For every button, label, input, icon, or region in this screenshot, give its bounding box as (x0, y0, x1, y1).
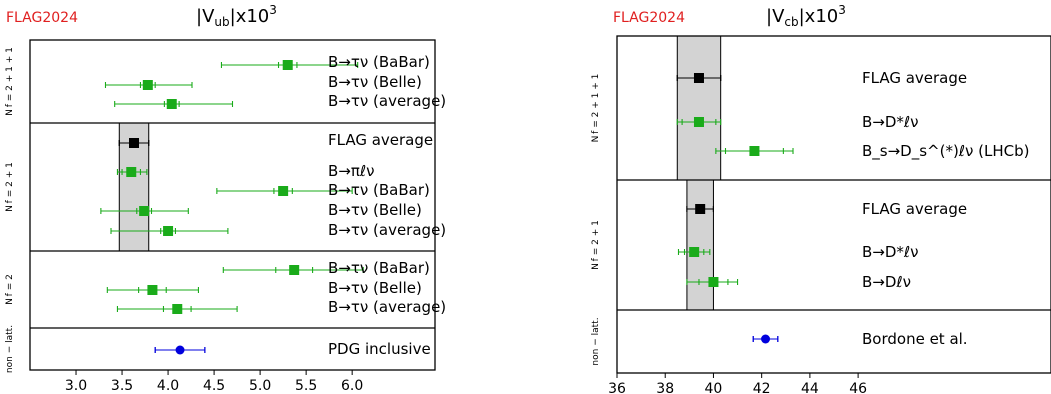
vcb-point-label: B→D*ℓν (862, 113, 918, 131)
vub-point-label: B→πℓν (328, 162, 374, 180)
vub-x-tick-label: 3.5 (111, 378, 133, 394)
vcb-x-tick-label: 46 (849, 381, 867, 394)
vcb-point-label: Bordone et al. (862, 330, 968, 348)
vub-marker (139, 206, 150, 216)
vcb-point-label: B_s→D_s^(*)ℓν (LHCb) (862, 142, 1030, 161)
vub-data-point (116, 304, 238, 314)
vub-data-point (222, 265, 364, 275)
vub-data-point (118, 138, 150, 148)
vub-data-point (216, 186, 353, 196)
vub-section-label: N f = 2 (5, 274, 15, 305)
vub-point-label: B→τν (average) (328, 221, 446, 239)
vub-marker (289, 265, 300, 275)
vub-marker (278, 186, 289, 196)
vub-data-point (110, 226, 229, 236)
vub-marker (172, 304, 183, 314)
vub-section-label: N f = 2 + 1 (5, 162, 15, 212)
vub-data-point (104, 80, 193, 90)
vub-plot-frame (29, 39, 436, 371)
vub-x-tick-label: 4.5 (203, 378, 225, 394)
vcb-section-label: non − latt. (591, 317, 601, 365)
vub-point-label: B→τν (Belle) (328, 201, 422, 219)
vub-point-label: B→τν (BaBar) (328, 181, 430, 199)
vcb-data-point (686, 204, 714, 214)
vub-marker (163, 226, 174, 236)
vcb-point-label: FLAG average (862, 69, 967, 87)
vub-plot: N f = 2 + 1 + 1 N f = 2 + 1 N f = 2 non − l… (5, 39, 446, 394)
vub-x-tick-label: 5.0 (249, 378, 271, 394)
vub-marker (282, 60, 293, 70)
vub-title: |Vub|x103 (196, 3, 277, 29)
vcb-data-point (676, 73, 722, 83)
vcb-marker (708, 277, 719, 287)
vub-data-point (116, 167, 148, 177)
vub-data-point (114, 99, 234, 109)
vcb-data-point (686, 277, 739, 287)
vcb-point-label: B→Dℓν (862, 273, 911, 291)
vub-marker (147, 285, 158, 295)
vub-section-label: N f = 2 + 1 + 1 (5, 47, 15, 116)
vub-x-tick-label: 6.0 (341, 378, 363, 394)
vub-marker (129, 138, 140, 148)
vcb-x-tick-label: 40 (705, 381, 723, 394)
vcb-marker (695, 204, 706, 214)
vcb-x-tick-label: 36 (608, 381, 626, 394)
vcb-marker (749, 146, 760, 156)
vub-point-label: B→τν (BaBar) (328, 53, 430, 71)
vcb-average-band (676, 35, 722, 181)
vcb-plot-frame (616, 35, 1051, 374)
vcb-average-band (686, 179, 714, 311)
vub-x-tick-label: 4.0 (157, 378, 179, 394)
vcb-marker (693, 117, 704, 127)
vub-point-label: FLAG average (328, 131, 433, 149)
vcb-data-point (677, 247, 711, 257)
vcb-data-point (676, 117, 722, 127)
vcb-plot: N f = 2 + 1 + 1 N f = 2 + 1 non − latt. FLA… (591, 35, 1051, 394)
vcb-title: |Vcb|x103 (766, 3, 846, 29)
vcb-flag-brand: FLAG2024 (613, 10, 685, 26)
vcb-section-label: N f = 2 + 1 + 1 (591, 74, 601, 143)
vcb-marker (761, 334, 771, 344)
vub-section-label: non − latt. (5, 325, 15, 373)
vub-point-label: B→τν (BaBar) (328, 259, 430, 277)
vub-point-label: B→τν (Belle) (328, 73, 422, 91)
vub-point-label: B→τν (Belle) (328, 279, 422, 297)
vcb-data-point (715, 146, 794, 156)
vcb-point-label: FLAG average (862, 200, 967, 218)
vcb-x-tick-label: 44 (801, 381, 819, 394)
vub-flag-brand: FLAG2024 (6, 10, 78, 26)
vub-panel: FLAG2024 |Vub|x103 N f = 2 + 1 + 1N f = … (5, 3, 446, 394)
vub-data-point (100, 206, 189, 216)
vub-data-point (220, 60, 359, 70)
vub-x-tick-label: 5.5 (295, 378, 317, 394)
vcb-section-label: N f = 2 + 1 (591, 220, 601, 270)
vcb-data-point (752, 334, 779, 344)
vub-marker (126, 167, 137, 177)
vcb-point-label: B→D*ℓν (862, 243, 918, 261)
vub-point-label: B→τν (average) (328, 298, 446, 316)
vcb-marker (693, 73, 704, 83)
vub-data-point (154, 345, 206, 355)
vub-marker (142, 80, 153, 90)
vub-point-label: PDG inclusive (328, 340, 431, 358)
vcb-panel: FLAG2024 |Vcb|x103 N f = 2 + 1 + 1N f = … (591, 3, 1051, 394)
vcb-marker (689, 247, 700, 257)
vub-point-label: B→τν (average) (328, 92, 446, 110)
vub-x-tick-label: 3.0 (65, 378, 87, 394)
vcb-x-tick-label: 38 (656, 381, 674, 394)
vub-marker (175, 345, 185, 355)
vub-marker (166, 99, 177, 109)
vcb-x-tick-label: 42 (753, 381, 771, 394)
vub-data-point (106, 285, 199, 295)
